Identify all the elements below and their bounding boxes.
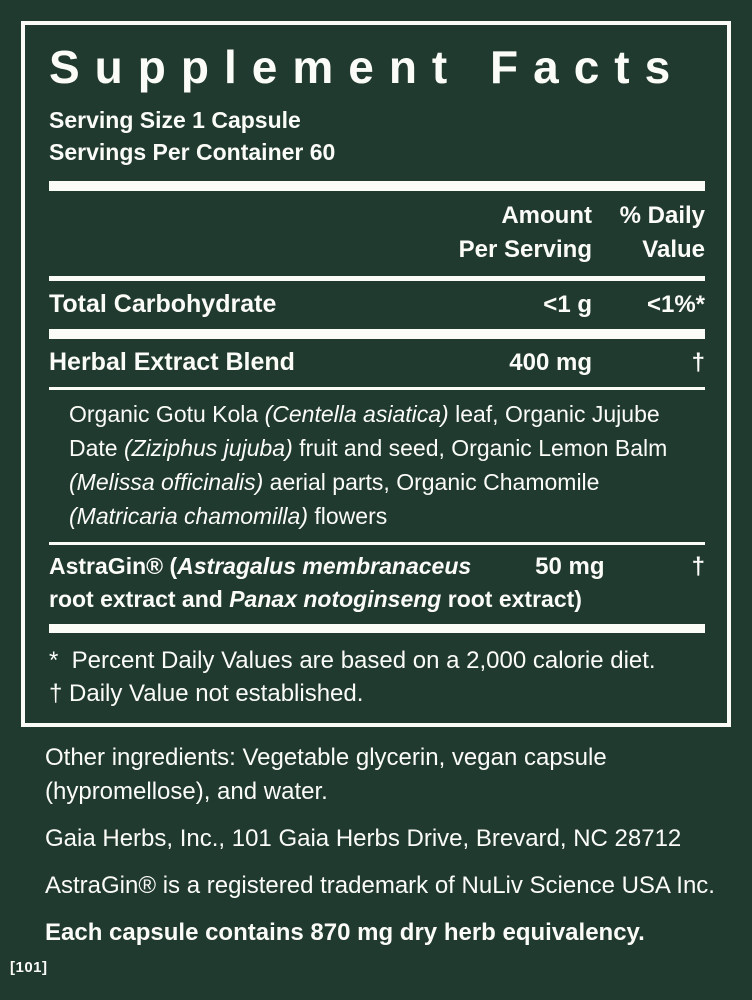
nutrient-name-continued: root extract and Panax notoginseng root … bbox=[49, 585, 582, 612]
divider-thick-mid bbox=[49, 328, 705, 339]
nutrient-name: Herbal Extract Blend bbox=[49, 347, 295, 376]
other-ingredients-line1: Other ingredients: Vegetable glycerin, v… bbox=[45, 744, 607, 771]
nutrient-amount: 400 mg bbox=[509, 348, 592, 376]
nutrient-name: AstraGin® (Astragalus membranaceus bbox=[49, 552, 472, 579]
column-headers: Amount Per Serving % Daily Value bbox=[49, 199, 705, 267]
row-total-carbohydrate: Total Carbohydrate <1 g <1%* bbox=[49, 281, 705, 329]
nutrient-amount: <1 g bbox=[543, 290, 592, 318]
column-header-amount: Amount Per Serving bbox=[458, 201, 592, 263]
serving-info: Serving Size 1 Capsule Servings Per Cont… bbox=[49, 104, 705, 168]
nutrient-amount: 50 mg bbox=[535, 552, 605, 580]
row-herbal-extract-blend: Herbal Extract Blend 400 mg † bbox=[49, 339, 705, 387]
herb-equivalency-statement: Each capsule contains 870 mg dry herb eq… bbox=[45, 919, 645, 946]
divider-thin-1 bbox=[49, 386, 705, 390]
ingredient-line: (Melissa officinalis) aerial parts, Orga… bbox=[69, 468, 600, 495]
ingredient-line: (Matricaria chamomilla) flowers bbox=[69, 502, 388, 529]
divider-thick-top bbox=[49, 180, 705, 191]
servings-per-container: Servings Per Container 60 bbox=[49, 138, 336, 165]
supplement-facts-panel: Supplement Facts Serving Size 1 Capsule … bbox=[21, 21, 731, 727]
divider-medium bbox=[49, 275, 705, 281]
nutrient-daily-value: <1%* bbox=[646, 290, 705, 318]
ingredient-line: Date (Ziziphus jujuba) fruit and seed, O… bbox=[69, 434, 668, 461]
nutrient-name: Total Carbohydrate bbox=[49, 289, 277, 318]
footnotes: * Percent Daily Values are based on a 2,… bbox=[49, 644, 705, 710]
footnote-daily-values: * Percent Daily Values are based on a 2,… bbox=[49, 646, 656, 674]
footnote-dv-not-established: † Daily Value not established. bbox=[49, 679, 364, 707]
nutrient-daily-value: † bbox=[691, 552, 705, 580]
trademark-notice: AstraGin® is a registered trademark of N… bbox=[45, 872, 715, 899]
divider-thick-bottom bbox=[49, 623, 705, 633]
label-footer: Other ingredients: Vegetable glycerin, v… bbox=[45, 741, 735, 950]
column-header-daily-value: % Daily Value bbox=[619, 201, 705, 263]
manufacturer-address: Gaia Herbs, Inc., 101 Gaia Herbs Drive, … bbox=[45, 825, 682, 852]
other-ingredients-line2: (hypromellose), and water. bbox=[45, 778, 328, 805]
herbal-blend-ingredients: Organic Gotu Kola (Centella asiatica) le… bbox=[49, 390, 705, 542]
divider-thin-2 bbox=[49, 541, 705, 545]
panel-title: Supplement Facts bbox=[49, 41, 686, 93]
nutrient-daily-value: † bbox=[691, 348, 705, 376]
label-code: [101] bbox=[10, 959, 48, 976]
row-astragin: AstraGin® (Astragalus membranaceus 50 mg… bbox=[49, 545, 705, 624]
ingredient-line: Organic Gotu Kola (Centella asiatica) le… bbox=[69, 400, 660, 427]
serving-size: Serving Size 1 Capsule bbox=[49, 106, 301, 133]
